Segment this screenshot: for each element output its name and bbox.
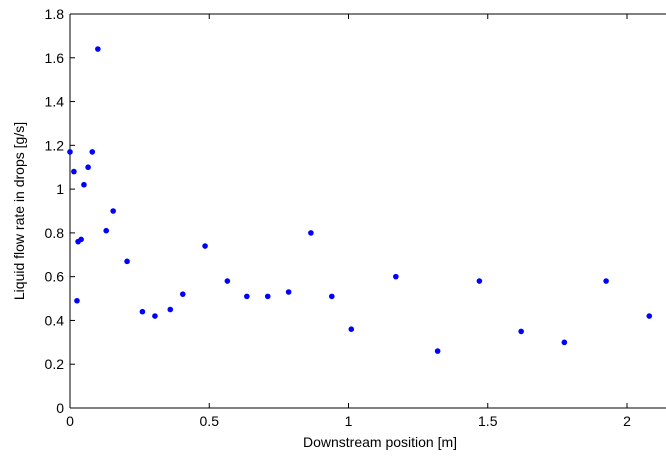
point bbox=[561, 339, 568, 346]
y-tick-label: 0 bbox=[56, 400, 64, 416]
y-axis-label: Liquid flow rate in drops [g/s] bbox=[11, 122, 27, 300]
x-tick-label: 1.5 bbox=[478, 413, 498, 429]
y-tick-label: 0.4 bbox=[45, 312, 65, 328]
point bbox=[348, 326, 355, 333]
point bbox=[476, 278, 483, 284]
point bbox=[224, 278, 231, 284]
point bbox=[139, 308, 146, 315]
y-tick-label: 1.4 bbox=[45, 94, 65, 110]
point bbox=[646, 313, 653, 319]
point bbox=[518, 328, 524, 335]
y-tick-label: 1.8 bbox=[45, 6, 65, 22]
x-tick-label: 2 bbox=[623, 413, 631, 429]
y-tick-label: 0.2 bbox=[45, 356, 65, 372]
point bbox=[67, 149, 73, 155]
x-tick-label: 0.5 bbox=[200, 413, 220, 429]
point bbox=[244, 293, 250, 300]
point bbox=[89, 149, 96, 155]
y-tick-label: 0.8 bbox=[45, 225, 65, 241]
point bbox=[124, 258, 130, 265]
point bbox=[110, 208, 116, 214]
y-tick-label: 1.2 bbox=[45, 137, 65, 153]
point bbox=[103, 227, 110, 234]
point bbox=[167, 306, 174, 313]
point bbox=[152, 313, 158, 319]
point bbox=[179, 291, 186, 297]
point bbox=[78, 236, 84, 243]
point bbox=[603, 278, 609, 284]
point bbox=[264, 293, 271, 300]
point bbox=[393, 273, 399, 280]
point bbox=[434, 348, 441, 354]
point bbox=[95, 46, 101, 52]
point bbox=[285, 289, 292, 295]
x-tick-label: 1 bbox=[345, 413, 353, 429]
point bbox=[85, 164, 91, 171]
y-tick-label: 0.6 bbox=[45, 269, 65, 285]
point bbox=[328, 293, 335, 300]
point bbox=[202, 243, 208, 249]
y-tick-label: 1 bbox=[56, 181, 64, 197]
point bbox=[81, 181, 87, 188]
point bbox=[308, 230, 314, 236]
x-tick-label: 0 bbox=[66, 413, 74, 429]
x-axis-label: Downstream position [m] bbox=[303, 434, 457, 450]
point bbox=[71, 168, 77, 175]
point bbox=[74, 297, 80, 304]
y-tick-label: 1.6 bbox=[45, 50, 65, 66]
